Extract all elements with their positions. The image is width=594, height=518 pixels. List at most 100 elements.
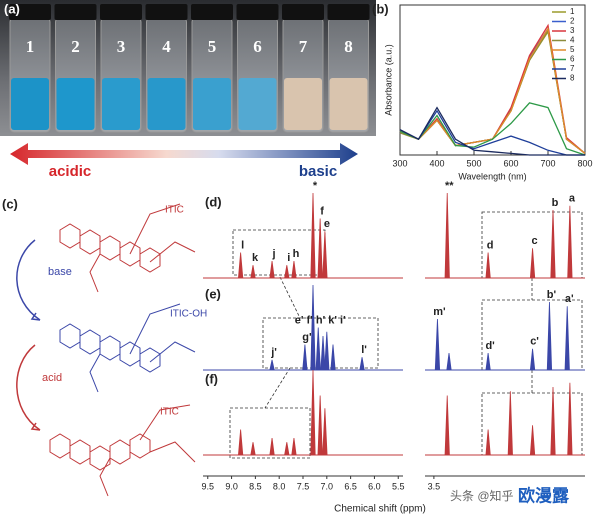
x-axis-label: Chemical shift (ppm) [334, 504, 426, 515]
peak-label: e [324, 218, 330, 230]
peak-label: * [313, 180, 318, 192]
peak [269, 260, 275, 279]
brand: 欧漫露 [518, 485, 570, 505]
x-tick-label: 9.0 [225, 481, 238, 491]
x-tick-label: 5.5 [392, 481, 405, 491]
guide-box [229, 407, 311, 459]
panel-label: (d) [205, 194, 222, 209]
peak [250, 442, 256, 456]
vial-cap [236, 4, 279, 20]
vial-liquid [193, 78, 231, 130]
x-tick-label: 9.5 [202, 481, 215, 491]
x-tick-label: 7.5 [297, 481, 310, 491]
legend-label: 7 [570, 64, 575, 73]
peak [564, 306, 570, 371]
guide-box [232, 229, 326, 276]
peak [550, 209, 556, 279]
structures [16, 203, 196, 497]
vial-number: 7 [299, 37, 308, 56]
peak [250, 265, 256, 279]
legend-label: 1 [570, 7, 575, 16]
vial-cap [54, 4, 97, 20]
x-tick-label: 8.0 [273, 481, 286, 491]
spectrum-line [399, 26, 586, 154]
peak [315, 327, 321, 371]
vial-number: 8 [344, 37, 353, 56]
peak [444, 395, 450, 456]
vial-liquid [284, 78, 322, 130]
ph-arrow [10, 143, 358, 165]
vial-liquid [102, 78, 140, 130]
vial-cap [191, 4, 233, 20]
peak [529, 425, 536, 456]
peak [310, 192, 316, 279]
peak-label: m' [433, 306, 446, 318]
vial-liquid [56, 78, 95, 130]
x-tick-label: 7.0 [321, 481, 334, 491]
vial-number: 6 [253, 37, 262, 56]
peak [302, 344, 308, 371]
peak [434, 318, 441, 371]
base-label: base [48, 266, 72, 278]
peak [324, 331, 330, 371]
peak [284, 265, 290, 279]
acid-arrowhead [30, 422, 41, 431]
compound-label: ITIC-OH [170, 309, 207, 320]
peak-label: j' [270, 347, 277, 359]
peak-label: g' [302, 331, 312, 343]
peak [550, 386, 556, 456]
peak [310, 369, 316, 456]
peak-label: e' f' h' k' i' [295, 314, 346, 326]
vial-liquid [147, 78, 186, 130]
vial-number: 5 [208, 37, 217, 56]
spectrum-line [399, 26, 586, 154]
peak-label: j [272, 248, 276, 260]
peak-label: d' [485, 340, 495, 352]
vial-cap [100, 4, 142, 20]
structure-bottom [49, 404, 196, 497]
panel-label: (e) [205, 286, 221, 301]
x-tick-label: 6.0 [368, 481, 381, 491]
vial-number: 2 [71, 37, 80, 56]
vial-cap [145, 4, 188, 20]
peak [567, 382, 573, 456]
acid-arrow [16, 344, 41, 431]
vial-cap [282, 4, 324, 20]
peak-label: i [287, 252, 290, 264]
peak [567, 205, 573, 279]
structure-middle [59, 303, 196, 393]
vial-liquid [11, 78, 49, 130]
spectrum-line [399, 109, 585, 156]
base-arrowhead [30, 312, 41, 321]
peak [507, 391, 513, 456]
watermark: 头条 @知乎 [450, 489, 514, 503]
peak [291, 437, 297, 456]
x-tick-label: 300 [392, 158, 407, 168]
peak-label: l' [361, 344, 367, 356]
peak [269, 437, 275, 456]
peak [310, 284, 316, 371]
peak [444, 192, 450, 279]
peak [238, 252, 244, 279]
legend-label: 2 [570, 17, 575, 26]
spectrum-line [399, 102, 586, 156]
legend-label: 5 [570, 45, 575, 54]
base-arrow [16, 239, 41, 321]
x-tick-label: 8.5 [249, 481, 262, 491]
peak [320, 335, 326, 371]
basic-label: basic [299, 163, 337, 180]
peak [485, 252, 491, 279]
panel-label: (b) [372, 1, 389, 16]
peak [291, 260, 297, 279]
peak [322, 231, 328, 279]
guide-arrow [264, 276, 533, 409]
guides [229, 211, 583, 459]
x-tick-label: 3.5 [428, 481, 441, 491]
peak [238, 429, 244, 456]
peak-label: c' [530, 336, 539, 348]
x-axis-label: Wavelength (nm) [458, 171, 526, 181]
peak [485, 429, 491, 456]
acid-label: acid [42, 372, 62, 384]
peak [284, 442, 290, 456]
